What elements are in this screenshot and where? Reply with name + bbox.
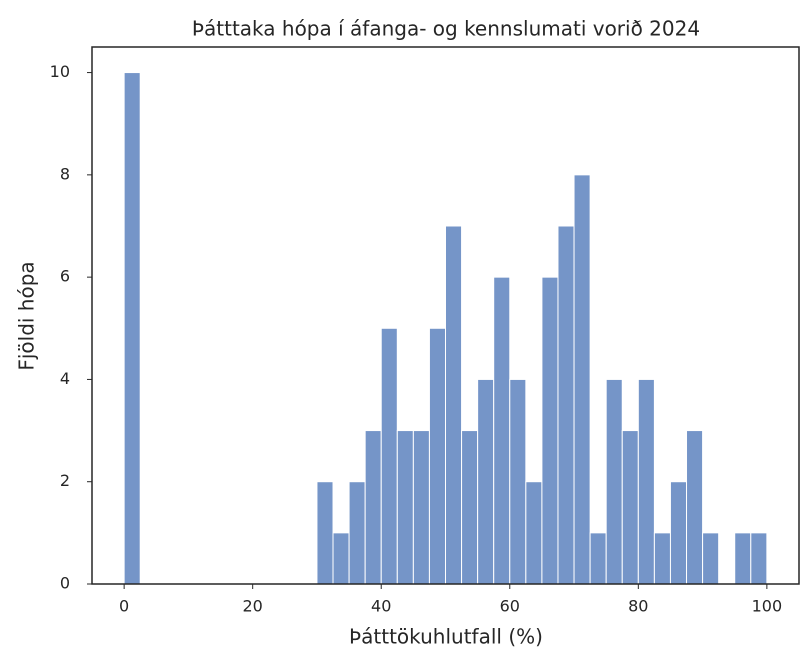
y-tick-label: 4: [60, 369, 70, 388]
bar: [396, 430, 414, 585]
y-tick-label: 0: [60, 574, 70, 593]
bar: [669, 481, 688, 585]
bar: [364, 430, 382, 585]
y-tick-label: 10: [50, 62, 70, 81]
bar: [702, 532, 720, 585]
bar: [412, 430, 430, 585]
bar: [123, 72, 141, 585]
bar: [477, 378, 495, 585]
bar: [493, 276, 511, 585]
x-axis-label: Þátttökuhlutfall (%): [349, 625, 543, 649]
bar: [380, 327, 398, 585]
chart-title: Þátttaka hópa í áfanga- og kennslumati v…: [192, 17, 700, 41]
bar: [750, 532, 768, 585]
bar: [686, 430, 704, 585]
y-tick-label: 2: [60, 471, 70, 490]
bar: [461, 430, 479, 585]
y-tick-label: 8: [60, 164, 70, 183]
bar: [653, 532, 671, 585]
bar: [621, 430, 639, 585]
x-tick-label: 60: [500, 597, 520, 616]
x-tick-label: 0: [119, 597, 129, 616]
bar: [605, 378, 623, 585]
x-tick-label: 100: [752, 597, 783, 616]
bar: [525, 481, 543, 585]
bar: [734, 532, 752, 585]
bar: [332, 532, 350, 585]
bar: [557, 225, 575, 585]
x-tick-label: 40: [371, 597, 391, 616]
x-tick-label: 80: [628, 597, 648, 616]
bar: [509, 378, 527, 585]
bar: [637, 378, 655, 585]
y-tick-label: 6: [60, 267, 70, 286]
bar: [316, 481, 334, 585]
bar: [589, 532, 607, 585]
bar: [428, 327, 447, 585]
bar: [573, 174, 591, 585]
bar: [445, 225, 463, 585]
bar: [348, 481, 366, 585]
y-axis-label: Fjöldi hópa: [15, 261, 39, 370]
bar: [541, 276, 559, 585]
x-tick-label: 20: [243, 597, 263, 616]
plot-frame: [91, 46, 800, 585]
